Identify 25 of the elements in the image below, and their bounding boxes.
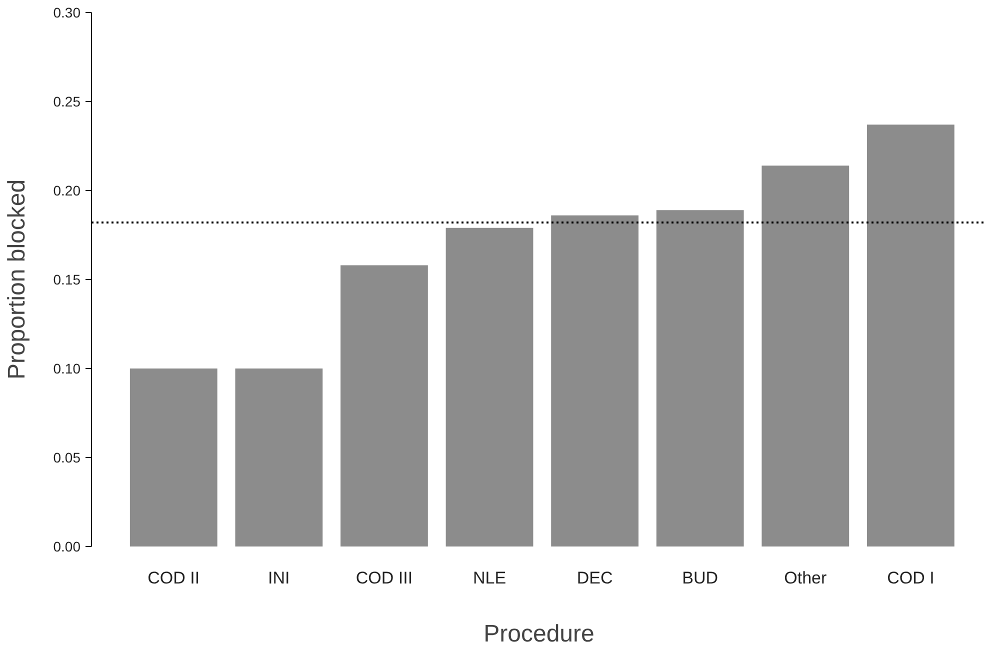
bar: [235, 368, 323, 546]
bar: [762, 166, 850, 546]
bar: [446, 228, 534, 546]
y-tick-label: 0.15: [53, 272, 81, 288]
x-tick-label: NLE: [472, 568, 506, 588]
x-tick-label: COD I: [887, 568, 934, 588]
x-tick-label: COD III: [356, 568, 413, 588]
y-tick-label: 0.25: [53, 94, 81, 110]
x-tick-label: Other: [784, 568, 827, 588]
bar: [340, 265, 428, 546]
y-tick-label: 0.30: [53, 4, 81, 20]
bar: [551, 215, 639, 546]
x-tick-label: BUD: [682, 568, 718, 588]
x-tick-label: INI: [268, 568, 290, 588]
bar: [656, 210, 744, 546]
x-tick-label: COD II: [148, 568, 200, 588]
y-tick-label: 0.10: [53, 360, 81, 376]
bar: [130, 368, 218, 546]
y-tick-label: 0.20: [53, 182, 81, 198]
x-tick-label: DEC: [576, 568, 613, 588]
bar: [866, 124, 954, 546]
y-axis-title: Proportion blocked: [3, 179, 30, 380]
x-axis-title: Procedure: [484, 620, 594, 648]
y-tick-label: 0.05: [53, 450, 81, 466]
y-tick-label: 0.00: [53, 538, 81, 554]
